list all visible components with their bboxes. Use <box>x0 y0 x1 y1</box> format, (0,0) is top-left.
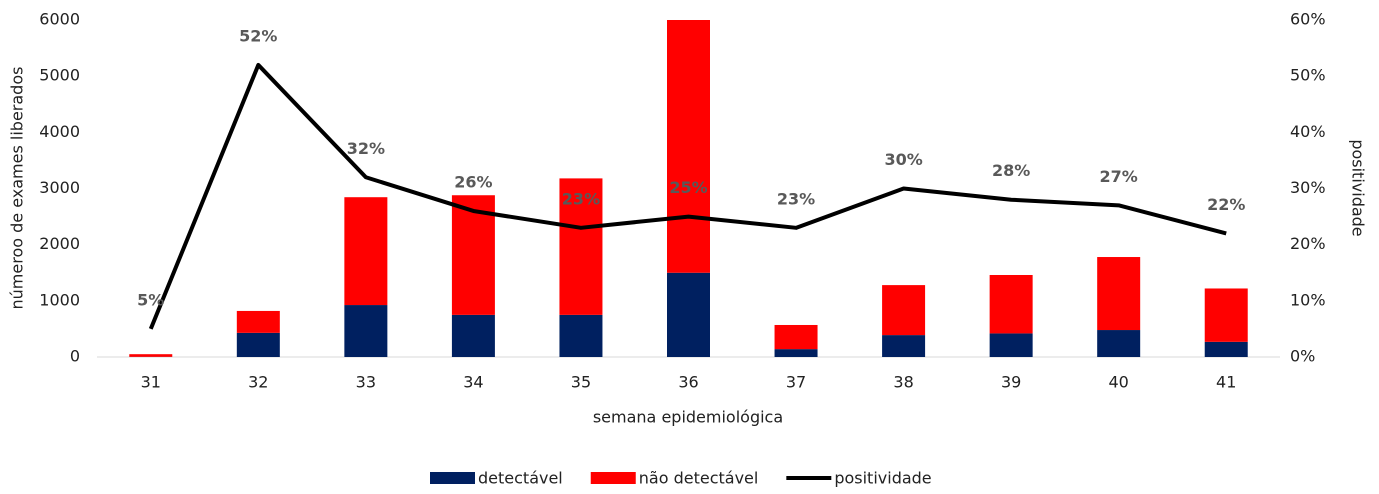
bar <box>775 349 818 357</box>
data-label: 27% <box>1100 167 1138 186</box>
x-tick-label: 38 <box>893 373 913 392</box>
y-tick-label: 5000 <box>39 66 80 85</box>
legend-label: não detectável <box>639 469 759 488</box>
bar <box>990 333 1033 357</box>
legend-swatch <box>591 472 636 484</box>
x-axis-title: semana epidemiológica <box>593 408 783 427</box>
x-tick-label: 41 <box>1216 373 1236 392</box>
bar <box>237 311 280 333</box>
data-label: 32% <box>347 139 385 158</box>
x-tick-label: 37 <box>786 373 806 392</box>
x-tick-label: 39 <box>1001 373 1021 392</box>
data-label: 5% <box>137 290 164 309</box>
bar <box>129 354 172 357</box>
y2-tick-label: 50% <box>1290 66 1326 85</box>
data-label: 28% <box>992 161 1030 180</box>
legend-label: detectável <box>478 469 563 488</box>
bar <box>882 335 925 357</box>
bar <box>344 305 387 357</box>
x-tick-label: 40 <box>1109 373 1129 392</box>
y2-tick-label: 0% <box>1290 347 1315 366</box>
y-tick-label: 0 <box>70 347 80 366</box>
bar <box>1097 257 1140 330</box>
y-tick-label: 1000 <box>39 290 80 309</box>
x-tick-label: 32 <box>248 373 268 392</box>
y-tick-label: 3000 <box>39 178 80 197</box>
data-label: 22% <box>1207 195 1245 214</box>
data-label: 23% <box>562 189 600 208</box>
data-label: 30% <box>884 150 922 169</box>
y2-tick-label: 60% <box>1290 10 1326 29</box>
bar <box>452 315 495 357</box>
bar <box>990 275 1033 333</box>
bar <box>667 273 710 357</box>
y2-tick-label: 20% <box>1290 234 1326 253</box>
legend-label: positividade <box>834 469 931 488</box>
y-axis-title: númeroo de exames liberados <box>8 67 27 310</box>
y2-tick-label: 30% <box>1290 178 1326 197</box>
legend-swatch <box>430 472 475 484</box>
bar <box>667 20 710 273</box>
bar <box>237 333 280 357</box>
bar <box>775 325 818 349</box>
data-label: 26% <box>454 172 492 191</box>
x-tick-label: 31 <box>141 373 161 392</box>
bar <box>1205 288 1248 341</box>
data-label: 52% <box>239 26 277 45</box>
data-label: 23% <box>777 189 815 208</box>
x-tick-label: 34 <box>463 373 483 392</box>
x-tick-label: 35 <box>571 373 591 392</box>
y2-tick-label: 40% <box>1290 122 1326 141</box>
x-tick-label: 33 <box>356 373 376 392</box>
bar <box>1097 330 1140 357</box>
bar <box>1205 342 1248 357</box>
bar <box>559 315 602 357</box>
bar <box>344 197 387 305</box>
bar <box>882 285 925 335</box>
x-tick-label: 36 <box>678 373 698 392</box>
y2-tick-label: 10% <box>1290 290 1326 309</box>
y-tick-label: 2000 <box>39 234 80 253</box>
y-tick-label: 4000 <box>39 122 80 141</box>
data-label: 25% <box>669 178 707 197</box>
y2-axis-title: positividade <box>1349 139 1368 236</box>
y-tick-label: 6000 <box>39 10 80 29</box>
